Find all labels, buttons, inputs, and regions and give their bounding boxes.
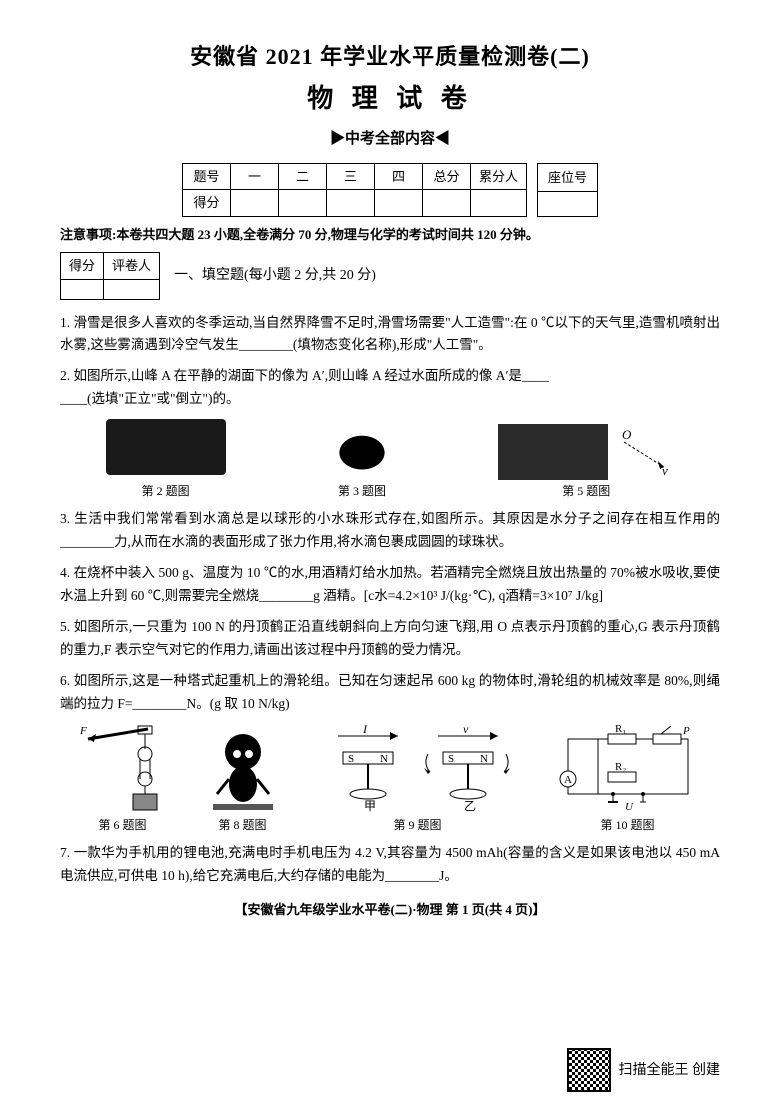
question-1: 1. 滑雪是很多人喜欢的冬季运动,当自然界降雪不足时,滑雪场需要"人工造雪":在… <box>60 312 720 358</box>
figure-8: 第 8 题图 <box>203 724 283 834</box>
figures-row-2: F 第 6 题图 第 8 题图 I <box>60 724 720 834</box>
fig2-caption: 第 2 题图 <box>106 482 226 500</box>
fig5-caption: 第 5 题图 <box>498 482 674 500</box>
notice-text: 注意事项:本卷共四大题 23 小题,全卷满分 70 分,物理与化学的考试时间共 … <box>60 225 720 245</box>
cell <box>278 190 326 217</box>
label-S1: S <box>348 753 354 765</box>
seat-value <box>538 192 598 216</box>
cell: 题号 <box>182 163 230 190</box>
question-2: 2. 如图所示,山峰 A 在平静的湖面下的像为 A′,则山峰 A 经过水面所成的… <box>60 365 720 411</box>
seat-label: 座位号 <box>538 163 598 192</box>
exam-title-2: 物 理 试 卷 <box>60 79 720 118</box>
question-6: 6. 如图所示,这是一种塔式起重机上的滑轮组。已知在匀速起吊 600 kg 的物… <box>60 670 720 716</box>
cell <box>104 279 160 299</box>
label-yi: 乙 <box>464 799 476 813</box>
label-S2: S <box>448 753 454 765</box>
cell <box>61 279 104 299</box>
grader-table: 得分 评卷人 <box>60 252 160 300</box>
mountain-reflection-icon <box>106 419 226 475</box>
vector-diagram-icon: O v <box>614 427 674 477</box>
grader-row: 得分 评卷人 一、填空题(每小题 2 分,共 20 分) <box>60 252 720 300</box>
qr-code-icon <box>567 1048 611 1092</box>
figure-6: F 第 6 题图 <box>78 724 168 834</box>
figure-5: O v 第 5 题图 <box>498 424 674 500</box>
figure-2: 第 2 题图 <box>106 419 226 500</box>
cell: 得分 <box>61 253 104 280</box>
circuit-diagram-icon: A R₁ R₂ P U <box>553 724 703 814</box>
label-P: P <box>682 725 690 737</box>
seat-table: 座位号 <box>537 163 598 217</box>
label-R2: R₂ <box>615 761 626 773</box>
page-footer: 【安徽省九年级学业水平卷(二)·物理 第 1 页(共 4 页)】 <box>60 900 720 920</box>
question-7: 7. 一款华为手机用的锂电池,充满电时手机电压为 4.2 V,其容量为 4500… <box>60 842 720 888</box>
svg-text:F: F <box>79 725 87 737</box>
qr-text: 扫描全能王 创建 <box>619 1060 721 1081</box>
tables-row: 题号 一 二 三 四 总分 累分人 得分 座位号 <box>60 163 720 217</box>
cell <box>230 190 278 217</box>
fig6-caption: 第 6 题图 <box>78 816 168 834</box>
label-R1: R₁ <box>615 724 626 735</box>
cell: 三 <box>326 163 374 190</box>
magnet-compass-icon: I S N 甲 v S N 乙 <box>318 724 518 814</box>
fig3-caption: 第 3 题图 <box>317 482 407 500</box>
cell: 评卷人 <box>104 253 160 280</box>
label-N2: N <box>480 753 488 765</box>
cell <box>422 190 470 217</box>
cell: 总分 <box>422 163 470 190</box>
cell: 一 <box>230 163 278 190</box>
crane-bird-icon <box>498 424 608 480</box>
figure-3: 第 3 题图 <box>317 419 407 500</box>
cartoon-child-icon <box>203 724 283 814</box>
pulley-crane-icon: F <box>78 724 168 814</box>
cell <box>470 190 526 217</box>
cell: 得分 <box>182 190 230 217</box>
question-5: 5. 如图所示,一只重为 100 N 的丹顶鹤正沿直线朝斜向上方向匀速飞翔,用 … <box>60 616 720 662</box>
label-I: I <box>362 724 368 736</box>
label-O: O <box>622 427 632 442</box>
cell <box>326 190 374 217</box>
cell <box>374 190 422 217</box>
label-jia: 甲 <box>364 799 376 813</box>
exam-title-1: 安徽省 2021 年学业水平质量检测卷(二) <box>60 40 720 73</box>
fig9-caption: 第 9 题图 <box>318 816 518 834</box>
label-v2: v <box>463 724 469 736</box>
table-row: 得分 <box>182 190 526 217</box>
water-drop-icon <box>317 419 407 475</box>
qr-row: 扫描全能王 创建 <box>567 1048 721 1092</box>
figure-10: A R₁ R₂ P U 第 10 题图 <box>553 724 703 834</box>
label-v: v <box>662 463 668 477</box>
question-3: 3. 生活中我们常常看到水滴总是以球形的小水珠形式存在,如图所示。其原因是水分子… <box>60 508 720 554</box>
table-row: 题号 一 二 三 四 总分 累分人 <box>182 163 526 190</box>
cell: 四 <box>374 163 422 190</box>
label-A: A <box>564 774 572 786</box>
section-1-title: 一、填空题(每小题 2 分,共 20 分) <box>174 265 376 286</box>
figure-9: I S N 甲 v S N 乙 第 9 题图 <box>318 724 518 834</box>
label-U: U <box>625 801 634 813</box>
fig8-caption: 第 8 题图 <box>203 816 283 834</box>
q2-text-a: 2. 如图所示,山峰 A 在平静的湖面下的像为 A′,则山峰 A 经过水面所成的… <box>60 368 549 383</box>
cell: 累分人 <box>470 163 526 190</box>
exam-subtitle: ▶中考全部内容◀ <box>60 128 720 151</box>
figures-row-1: 第 2 题图 第 3 题图 O v 第 5 题图 <box>60 419 720 500</box>
label-N1: N <box>380 753 388 765</box>
fig10-caption: 第 10 题图 <box>553 816 703 834</box>
q2-text-b: ____(选填"正立"或"倒立")的。 <box>60 391 240 406</box>
score-table: 题号 一 二 三 四 总分 累分人 得分 <box>182 163 527 217</box>
cell: 二 <box>278 163 326 190</box>
question-4: 4. 在烧杯中装入 500 g、温度为 10 ℃的水,用酒精灯给水加热。若酒精完… <box>60 562 720 608</box>
